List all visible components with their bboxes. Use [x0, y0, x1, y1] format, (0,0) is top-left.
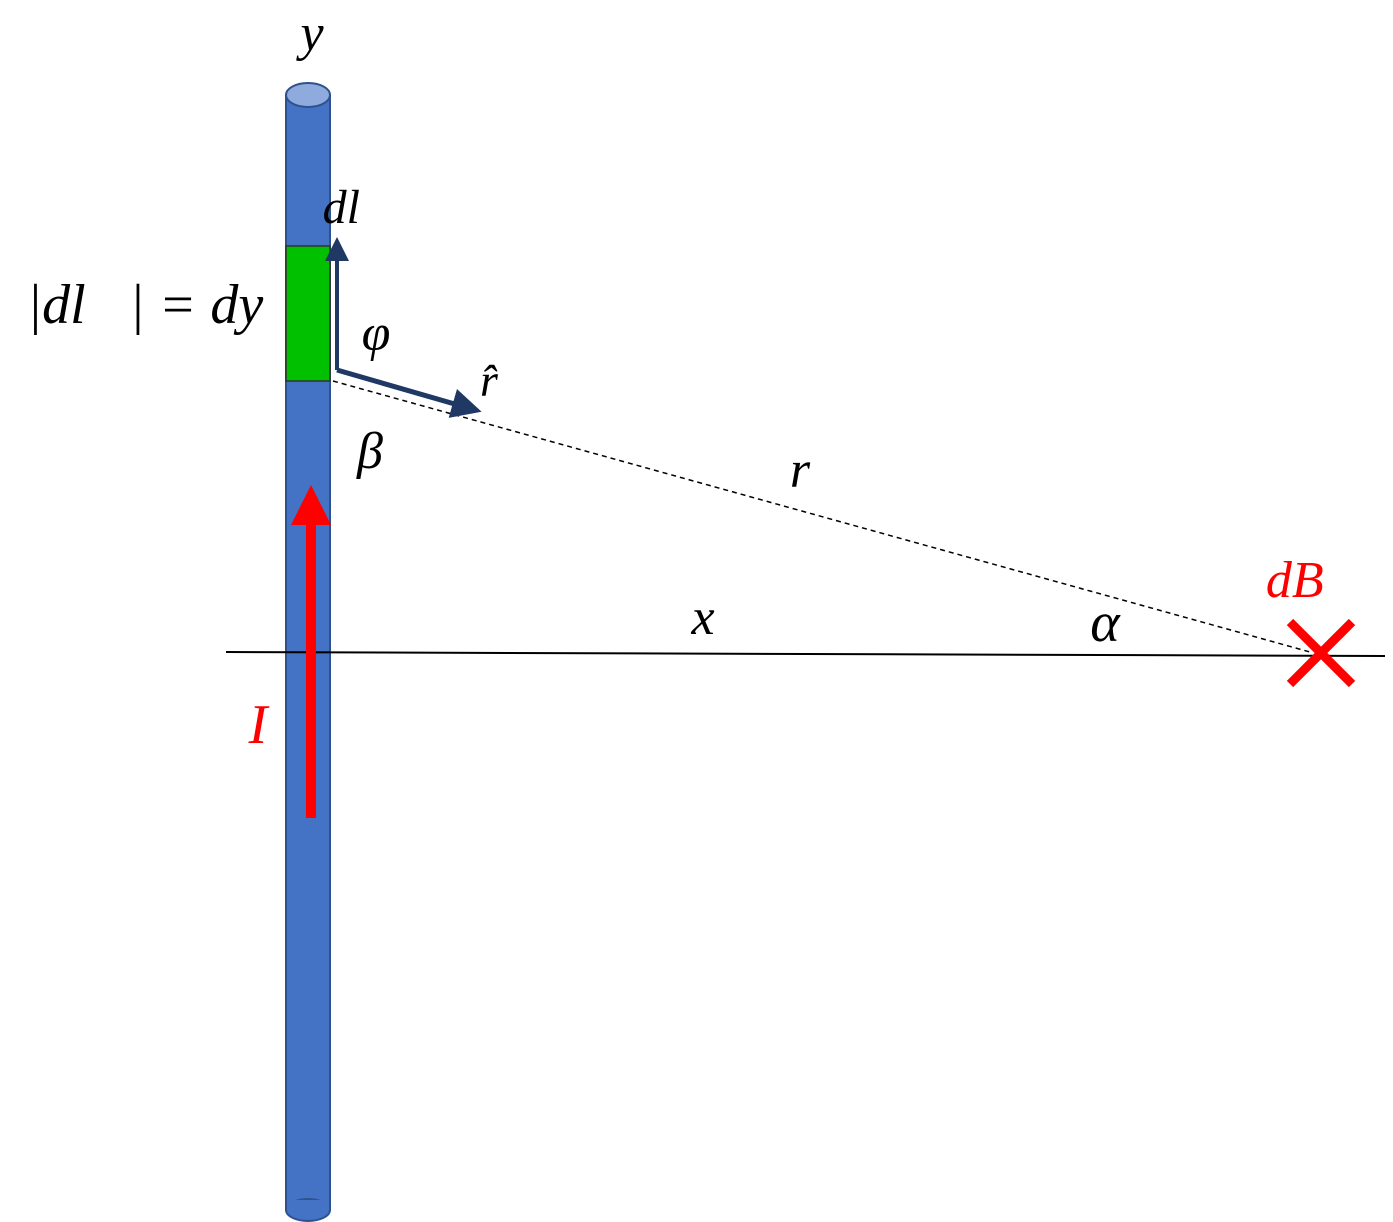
beta-label: β [356, 423, 383, 480]
dl-label: dl⃗ [323, 181, 398, 234]
db-label: dB⃗ [1266, 552, 1364, 609]
current-label: I [248, 694, 270, 756]
segment [285, 245, 331, 382]
dl-magnitude: |dl⃗| = dy [27, 274, 264, 336]
alpha-label: α [1090, 592, 1121, 654]
rhat-arrow [336, 367, 482, 418]
phi-label: φ [362, 305, 391, 362]
x-label: x [690, 589, 714, 646]
db-cross [1286, 618, 1356, 688]
rhat-label: r̂ [480, 355, 499, 406]
y-label: y [295, 5, 324, 62]
x-axis [225, 651, 1386, 657]
r-line [332, 380, 1311, 653]
r-label: r [790, 442, 811, 499]
